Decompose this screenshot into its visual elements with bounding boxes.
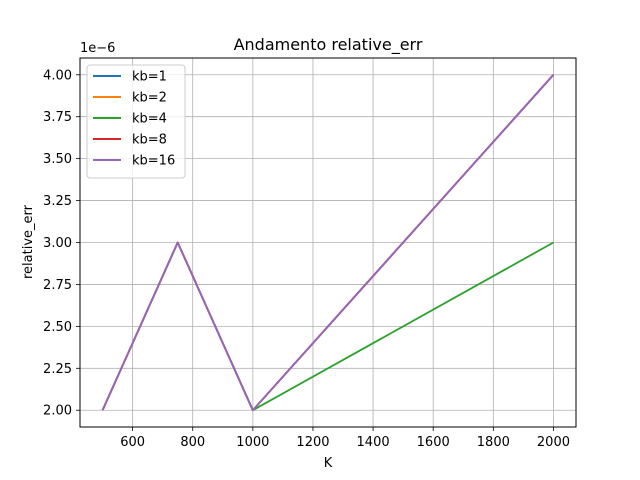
y-tick-label: 3.00 bbox=[43, 236, 72, 251]
legend: kb=1 kb=2 kb=4 kb=8 kb=16 bbox=[86, 64, 186, 179]
x-tick-label: 1600 bbox=[417, 435, 450, 450]
y-tick-label: 4.00 bbox=[43, 68, 72, 83]
x-tick-label: 600 bbox=[120, 435, 145, 450]
chart-title: Andamento relative_err bbox=[234, 35, 423, 55]
y-tick-label: 3.75 bbox=[43, 110, 72, 125]
series-lines bbox=[101, 74, 555, 412]
y-offset-label: 1e−6 bbox=[80, 41, 115, 56]
legend-label: kb=4 bbox=[132, 112, 167, 127]
y-tick-label: 2.25 bbox=[43, 362, 72, 377]
series-line-kb-16 bbox=[101, 74, 555, 412]
x-tick-label: 800 bbox=[180, 435, 205, 450]
legend-label: kb=16 bbox=[132, 154, 175, 169]
y-tick-label: 3.50 bbox=[43, 152, 72, 167]
x-tick-label: 1200 bbox=[296, 435, 329, 450]
legend-label: kb=8 bbox=[132, 133, 167, 148]
y-tick-label: 2.75 bbox=[43, 278, 72, 293]
y-tick-label: 2.00 bbox=[43, 404, 72, 419]
axis-ticks: 600 800 1000 1200 1400 1600 1800 2000 2.00 2.25 2.… bbox=[43, 68, 570, 450]
x-tick-label: 2000 bbox=[537, 435, 570, 450]
legend-box bbox=[86, 64, 186, 179]
legend-label: kb=1 bbox=[132, 70, 167, 85]
y-axis-label: relative_err bbox=[21, 204, 36, 279]
x-axis-label: K bbox=[324, 456, 333, 471]
y-tick-label: 2.50 bbox=[43, 320, 72, 335]
y-tick-label: 3.25 bbox=[43, 194, 72, 209]
x-tick-label: 1000 bbox=[236, 435, 269, 450]
x-tick-label: 1400 bbox=[357, 435, 390, 450]
x-tick-label: 1800 bbox=[477, 435, 510, 450]
legend-label: kb=2 bbox=[132, 91, 167, 106]
